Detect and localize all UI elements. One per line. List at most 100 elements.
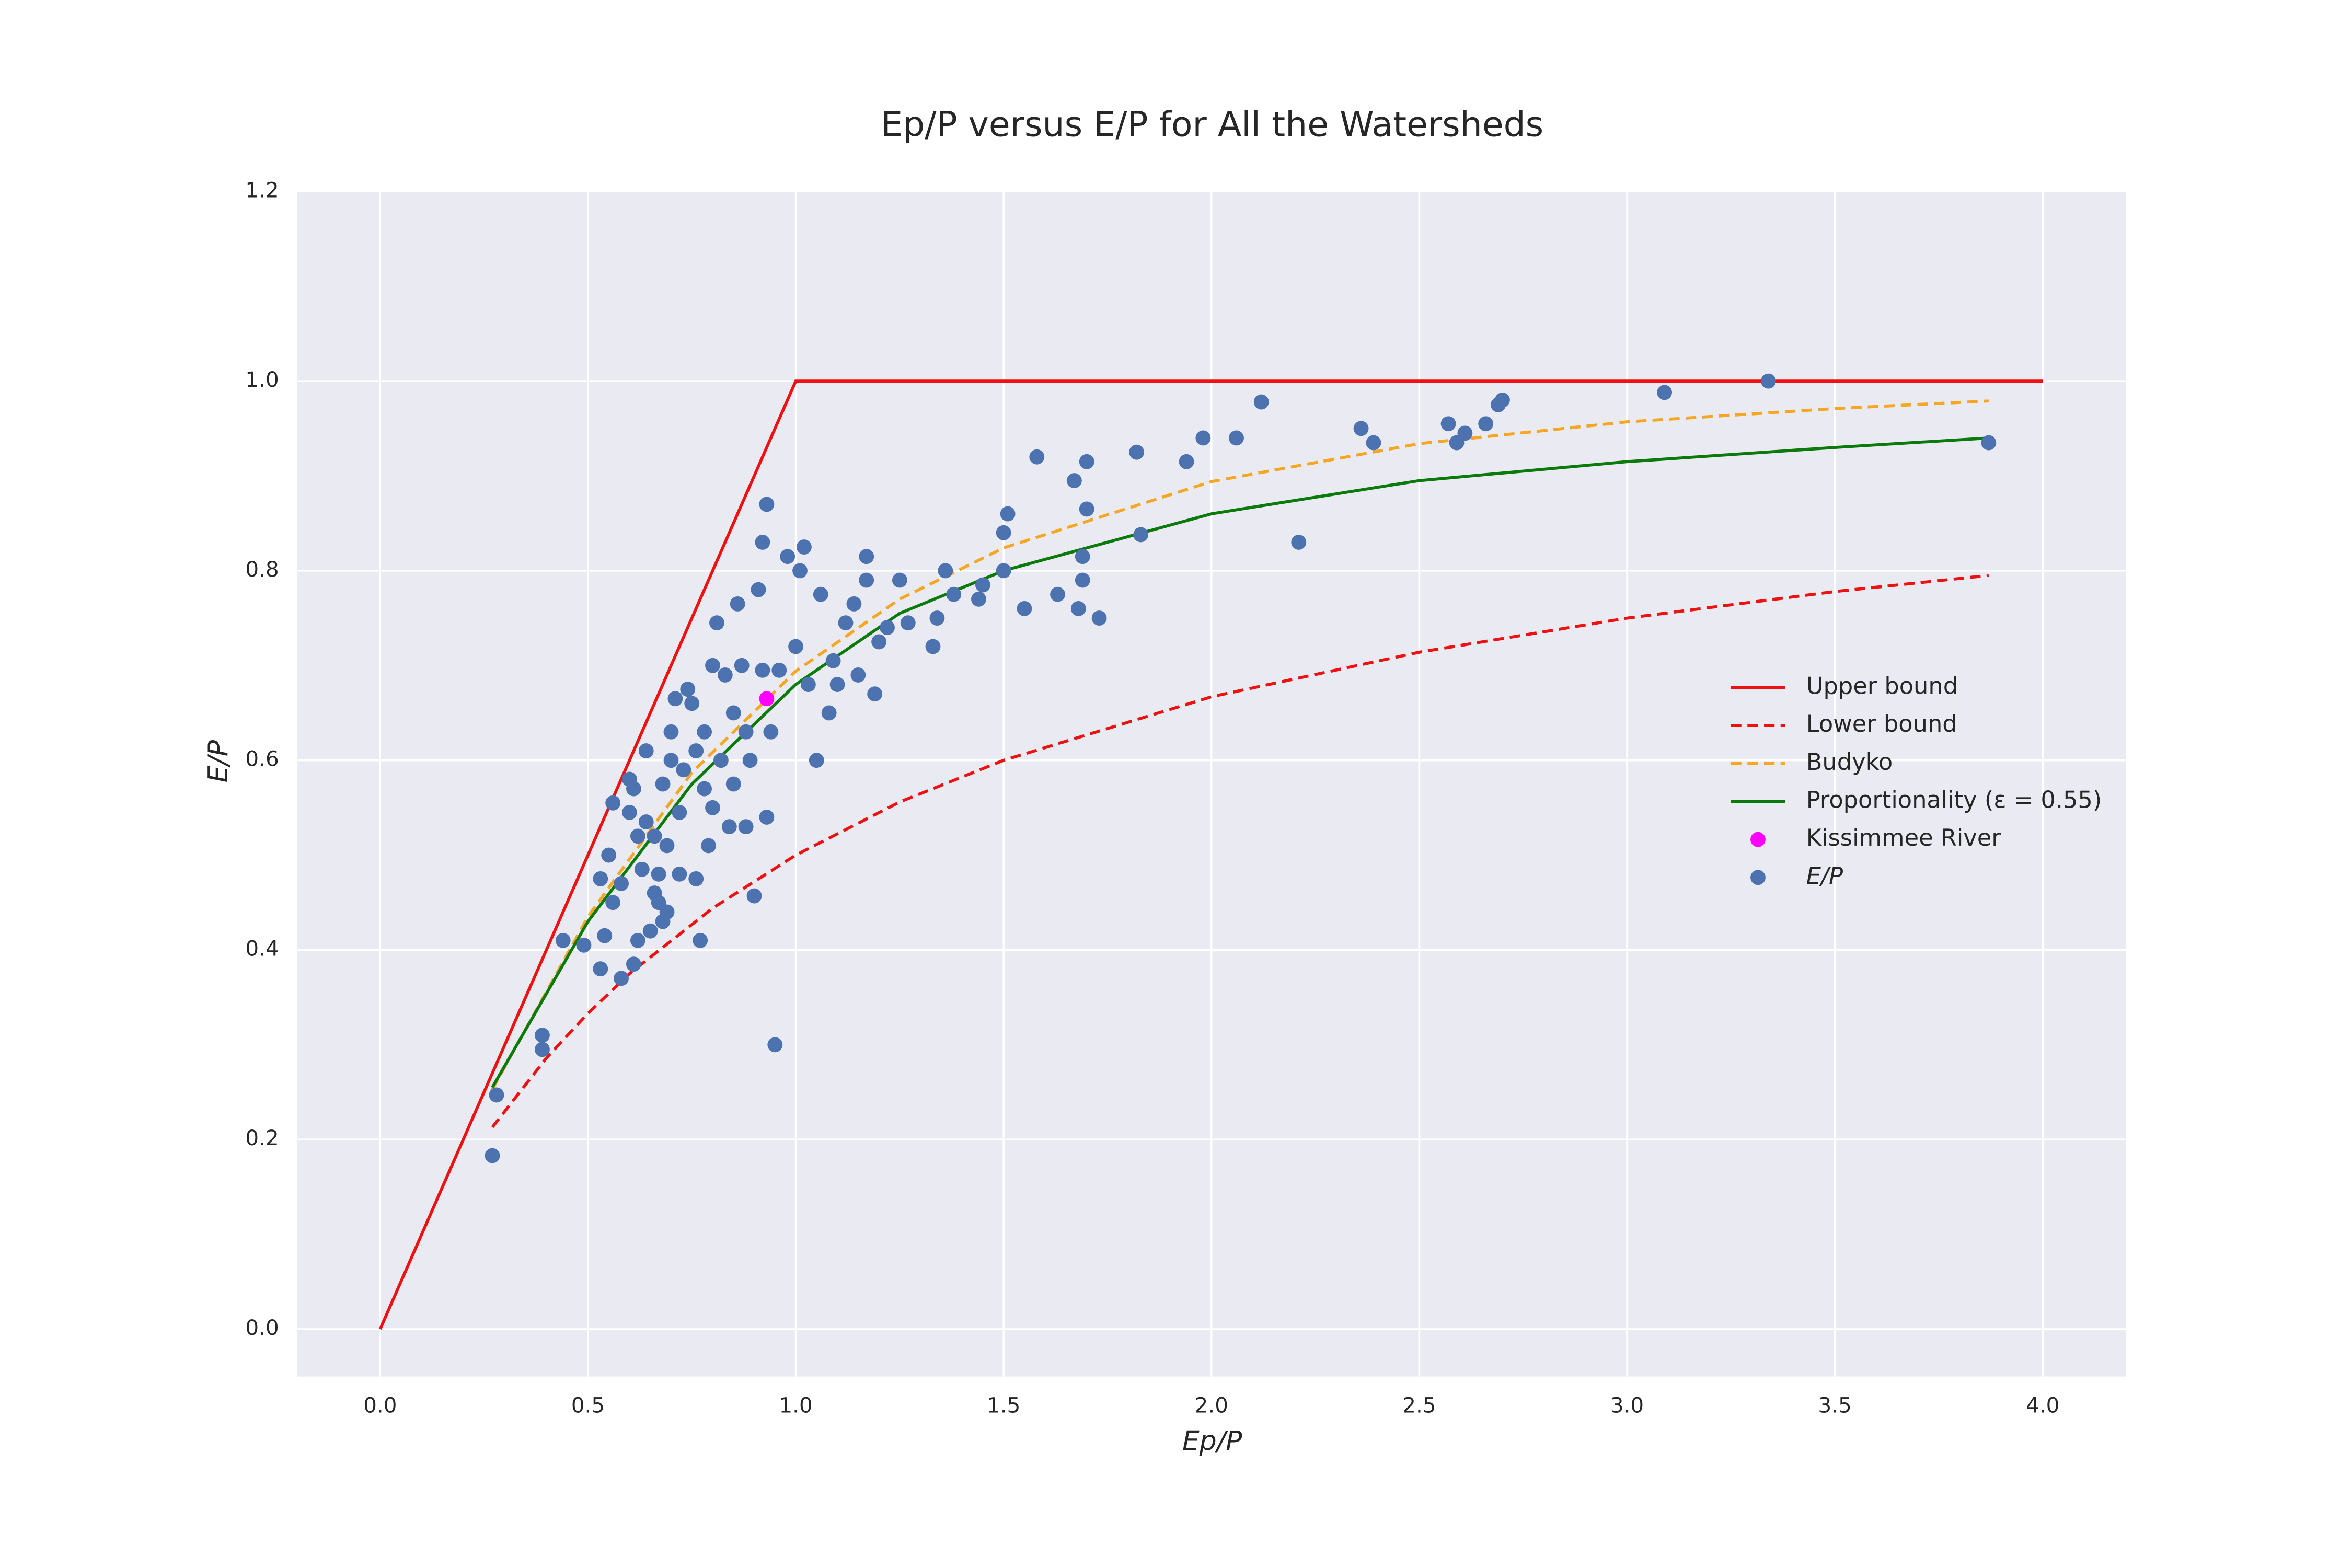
point bbox=[693, 932, 708, 948]
point bbox=[659, 838, 675, 854]
point bbox=[759, 810, 775, 825]
legend-label: Upper bound bbox=[1806, 672, 1958, 699]
point bbox=[659, 904, 675, 920]
point bbox=[688, 871, 704, 886]
point bbox=[614, 971, 629, 986]
legend: Upper bound Lower bound Budyko Proportional… bbox=[1731, 672, 2102, 890]
point bbox=[1229, 430, 1244, 446]
point bbox=[1017, 601, 1032, 616]
x-tick-label: 3.0 bbox=[1610, 1393, 1644, 1417]
legend-label: E/P bbox=[1806, 862, 1843, 890]
y-tick-label: 0.4 bbox=[245, 936, 279, 961]
point bbox=[1075, 549, 1090, 564]
point bbox=[829, 677, 845, 692]
y-tick-label: 0.2 bbox=[245, 1126, 279, 1150]
point bbox=[771, 662, 787, 678]
point bbox=[971, 591, 986, 607]
point bbox=[1253, 394, 1269, 410]
point bbox=[576, 937, 592, 953]
point bbox=[838, 615, 854, 631]
point bbox=[1075, 572, 1090, 588]
point bbox=[850, 667, 866, 683]
point bbox=[1129, 444, 1145, 460]
point bbox=[701, 838, 716, 854]
point bbox=[1050, 586, 1065, 602]
point bbox=[597, 928, 613, 943]
y-tick-label: 0.6 bbox=[245, 747, 279, 771]
point bbox=[734, 658, 750, 673]
y-tick-label: 0.8 bbox=[245, 557, 279, 582]
point bbox=[892, 572, 907, 588]
point bbox=[800, 677, 816, 692]
point bbox=[667, 691, 683, 707]
point bbox=[751, 582, 766, 597]
x-tick-label: 3.5 bbox=[1818, 1393, 1852, 1417]
x-tick-label: 4.0 bbox=[2026, 1393, 2059, 1417]
x-tick-label: 2.5 bbox=[1402, 1393, 1436, 1417]
point bbox=[938, 563, 953, 579]
point bbox=[1091, 610, 1107, 626]
point bbox=[929, 610, 945, 626]
point bbox=[730, 596, 745, 612]
point bbox=[555, 932, 571, 948]
point bbox=[622, 804, 637, 820]
point bbox=[780, 549, 795, 564]
point bbox=[825, 653, 841, 668]
point bbox=[663, 724, 679, 740]
point bbox=[880, 620, 895, 636]
point bbox=[813, 586, 828, 602]
x-tick-label: 2.0 bbox=[1195, 1393, 1228, 1417]
point bbox=[680, 682, 696, 697]
point bbox=[614, 876, 629, 891]
y-tick-label: 0.0 bbox=[245, 1316, 279, 1340]
point bbox=[759, 497, 775, 512]
point bbox=[672, 804, 687, 820]
point bbox=[688, 743, 704, 758]
line bbox=[491, 574, 1989, 1128]
point bbox=[489, 1087, 504, 1103]
point bbox=[867, 686, 883, 702]
point bbox=[626, 781, 641, 797]
point bbox=[746, 888, 762, 904]
point bbox=[535, 1042, 550, 1057]
point bbox=[1179, 454, 1194, 469]
point bbox=[676, 762, 691, 778]
point bbox=[713, 753, 729, 768]
point bbox=[996, 563, 1011, 579]
y-tick-label: 1.0 bbox=[245, 367, 279, 392]
point bbox=[663, 753, 679, 768]
point bbox=[1478, 416, 1494, 432]
point bbox=[975, 577, 990, 593]
point bbox=[651, 866, 666, 882]
point bbox=[634, 861, 650, 877]
point bbox=[1195, 430, 1211, 446]
legend-swatch bbox=[1750, 870, 1766, 885]
legend-swatch bbox=[1750, 832, 1766, 847]
point bbox=[1133, 527, 1149, 543]
point bbox=[485, 1148, 500, 1163]
point bbox=[697, 724, 712, 740]
point bbox=[767, 1037, 783, 1053]
point bbox=[1495, 392, 1510, 408]
point bbox=[705, 658, 720, 673]
point bbox=[788, 639, 803, 654]
point bbox=[630, 932, 645, 948]
x-tick-label: 0.5 bbox=[571, 1393, 605, 1417]
point bbox=[1353, 421, 1369, 436]
point bbox=[725, 705, 741, 721]
point bbox=[684, 696, 700, 711]
point bbox=[900, 615, 916, 631]
point bbox=[630, 828, 645, 844]
legend-label: Proportionality (ε = 0.55) bbox=[1806, 786, 2102, 813]
x-tick-label: 1.0 bbox=[779, 1393, 812, 1417]
point bbox=[1079, 454, 1094, 469]
point bbox=[709, 615, 724, 631]
point bbox=[535, 1028, 550, 1043]
point bbox=[859, 572, 874, 588]
point bbox=[697, 781, 712, 797]
point bbox=[647, 828, 662, 844]
point bbox=[642, 923, 658, 939]
point bbox=[738, 819, 754, 835]
